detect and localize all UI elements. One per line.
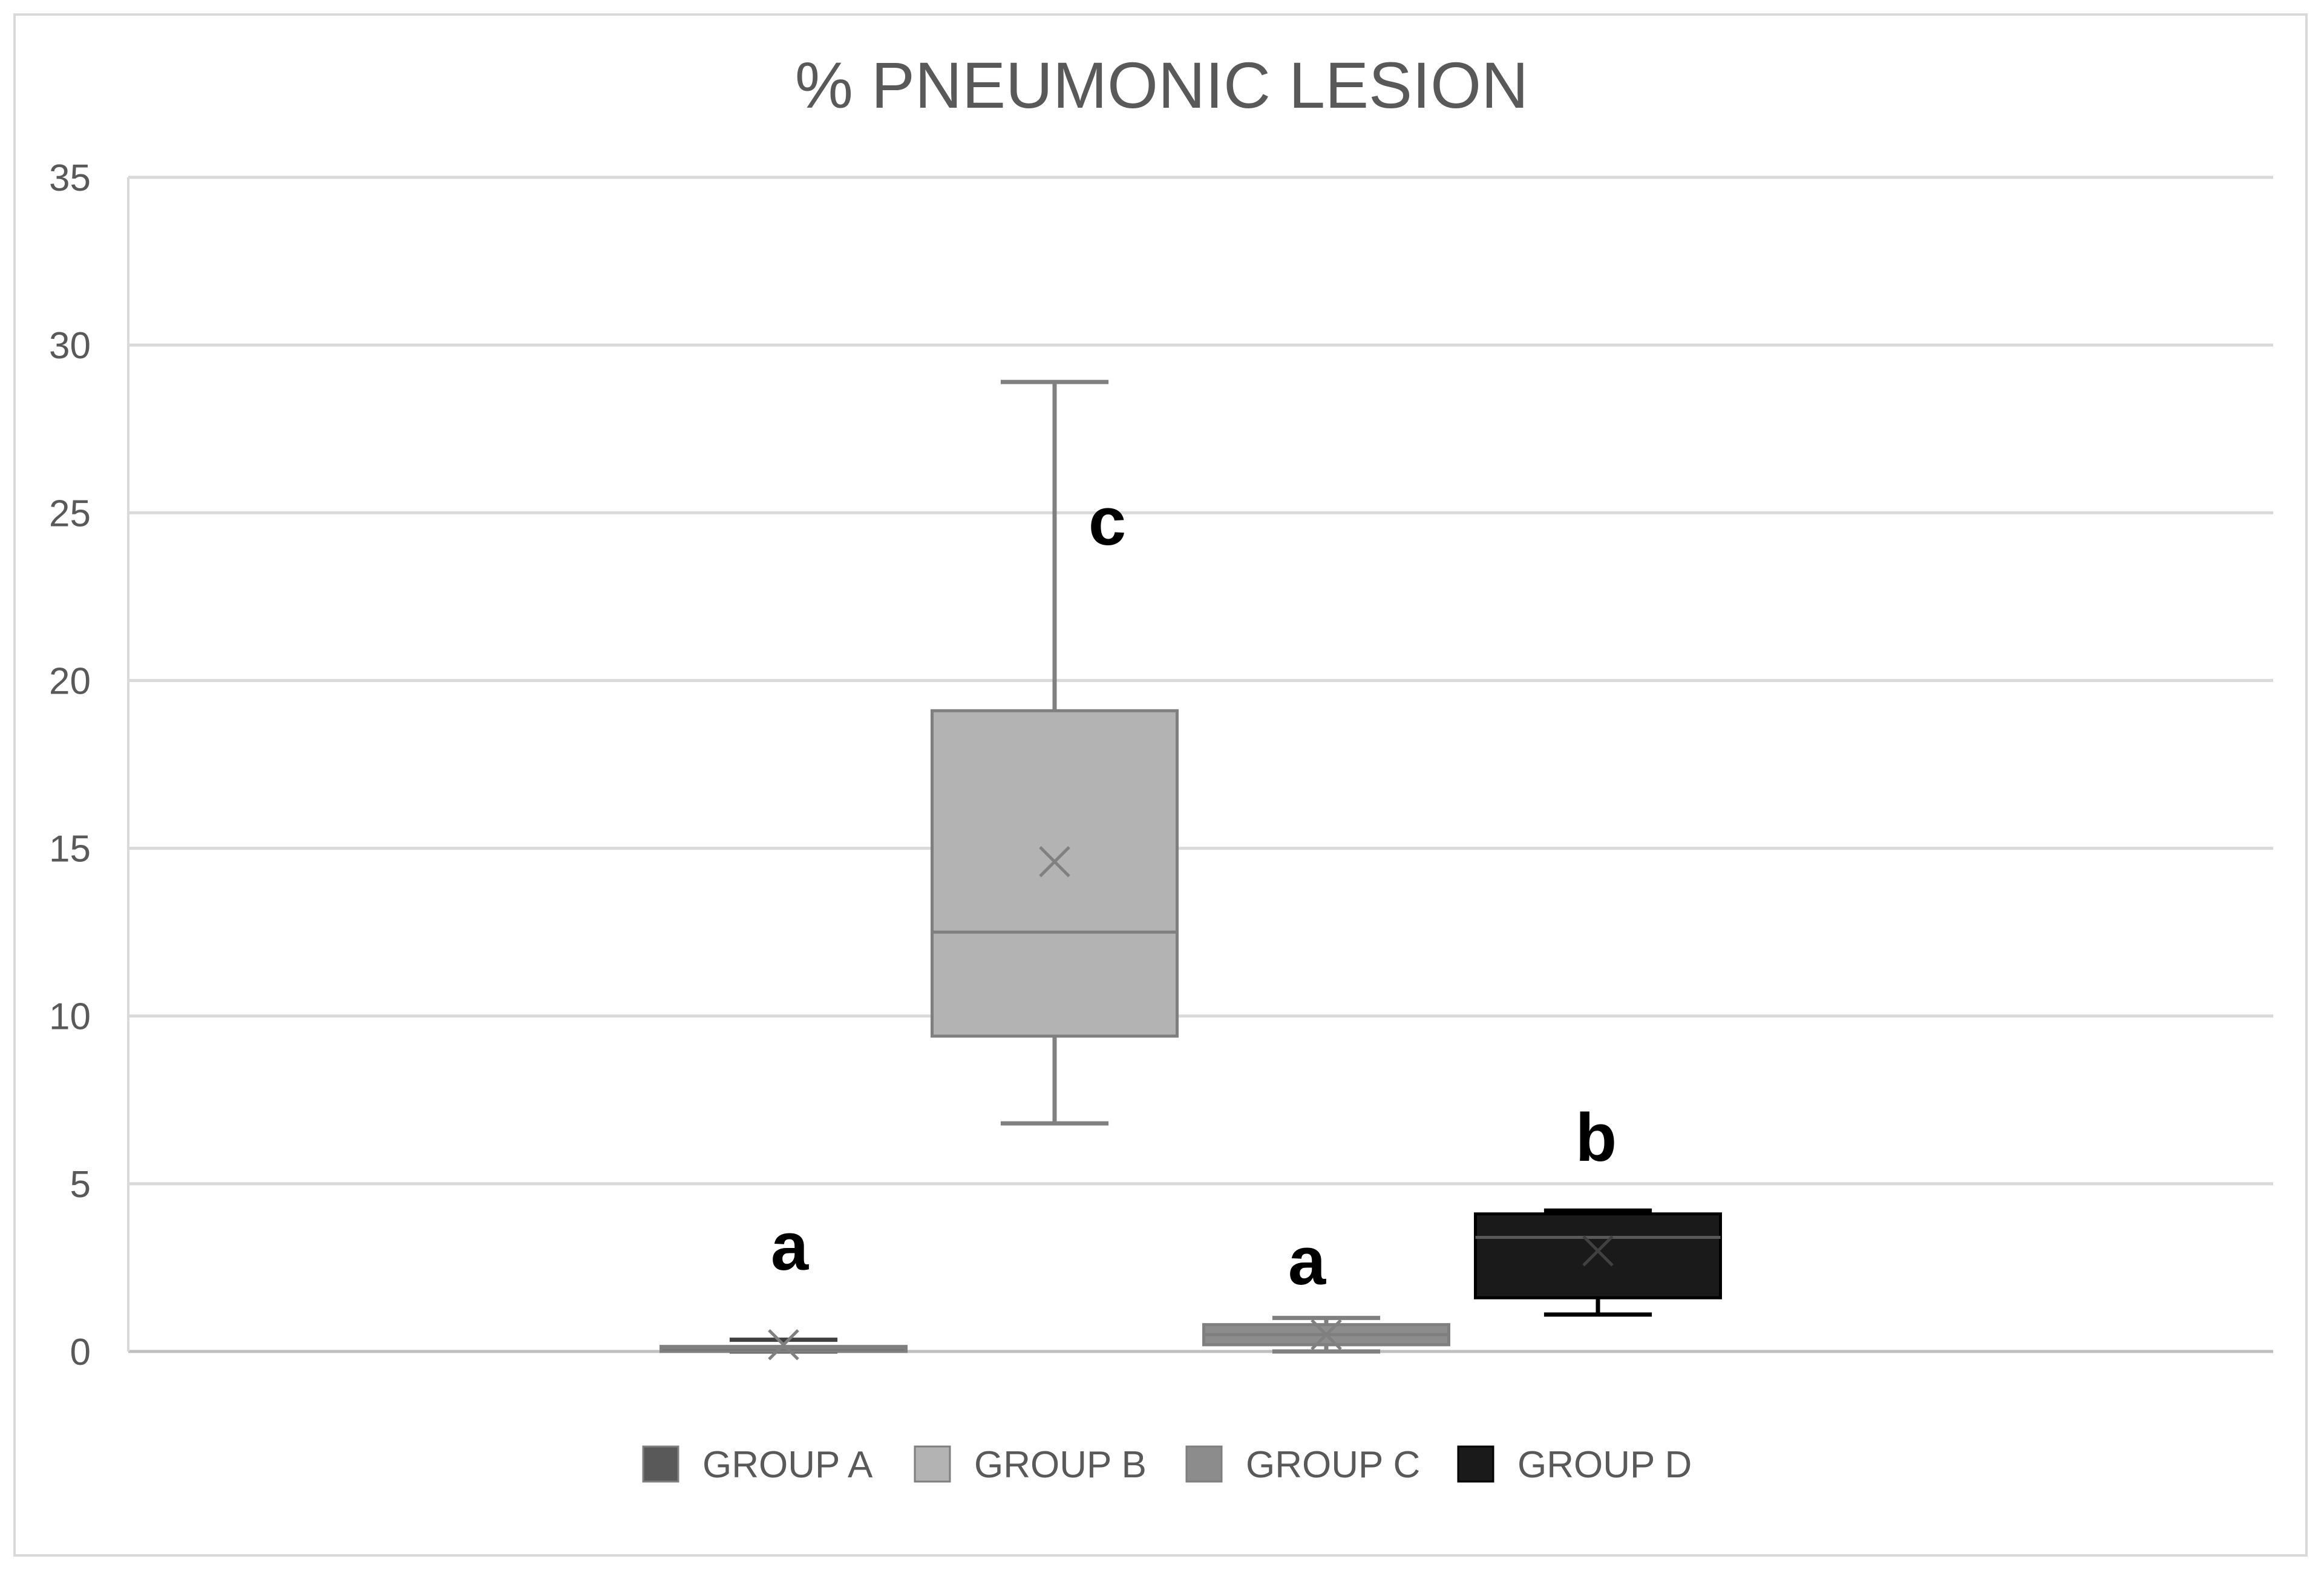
legend-swatch bbox=[914, 1445, 951, 1483]
significance-label: a bbox=[771, 1209, 809, 1284]
box-group-b bbox=[931, 379, 1179, 1126]
mean-marker bbox=[1311, 1319, 1342, 1351]
boxes bbox=[660, 379, 1722, 1361]
legend-label: GROUP B bbox=[974, 1444, 1147, 1486]
significance-labels: a c a b bbox=[771, 484, 1617, 1299]
legend-item: GROUP D bbox=[1457, 1444, 1692, 1486]
box-iqr bbox=[1474, 1212, 1722, 1299]
mean-marker bbox=[768, 1329, 799, 1361]
legend-swatch bbox=[1457, 1445, 1494, 1483]
y-tick-label: 5 bbox=[70, 1164, 91, 1206]
legend-label: GROUP C bbox=[1246, 1444, 1420, 1486]
legend-item: GROUP B bbox=[914, 1444, 1147, 1486]
y-tick-label: 30 bbox=[49, 325, 91, 367]
y-tick-label: 10 bbox=[49, 996, 91, 1038]
legend-swatch bbox=[642, 1445, 679, 1483]
box-group-a bbox=[660, 1329, 908, 1361]
mean-marker bbox=[1039, 845, 1070, 878]
legend-label: GROUP D bbox=[1517, 1444, 1692, 1486]
y-axis-ticks: 0 5 10 15 20 25 30 35 bbox=[49, 157, 91, 1373]
mean-marker bbox=[1582, 1235, 1614, 1267]
legend-item: GROUP C bbox=[1185, 1444, 1420, 1486]
box-group-d bbox=[1474, 1208, 1722, 1317]
y-tick-label: 35 bbox=[49, 157, 91, 199]
box-iqr bbox=[931, 709, 1179, 1038]
legend: GROUP A GROUP B GROUP C GROUP D bbox=[642, 1444, 1692, 1486]
y-tick-label: 25 bbox=[49, 493, 91, 534]
y-tick-label: 20 bbox=[49, 660, 91, 702]
y-tick-label: 0 bbox=[70, 1331, 91, 1373]
chart-title: % PNEUMONIC LESION bbox=[795, 48, 1528, 122]
legend-item: GROUP A bbox=[642, 1444, 873, 1486]
significance-label: b bbox=[1576, 1100, 1617, 1175]
box-group-c bbox=[1202, 1316, 1450, 1354]
significance-label: a bbox=[1288, 1223, 1326, 1299]
y-tick-label: 15 bbox=[49, 829, 91, 870]
legend-label: GROUP A bbox=[702, 1444, 873, 1486]
legend-swatch bbox=[1185, 1445, 1223, 1483]
gridlines bbox=[127, 176, 2273, 1353]
significance-label: c bbox=[1088, 484, 1126, 559]
